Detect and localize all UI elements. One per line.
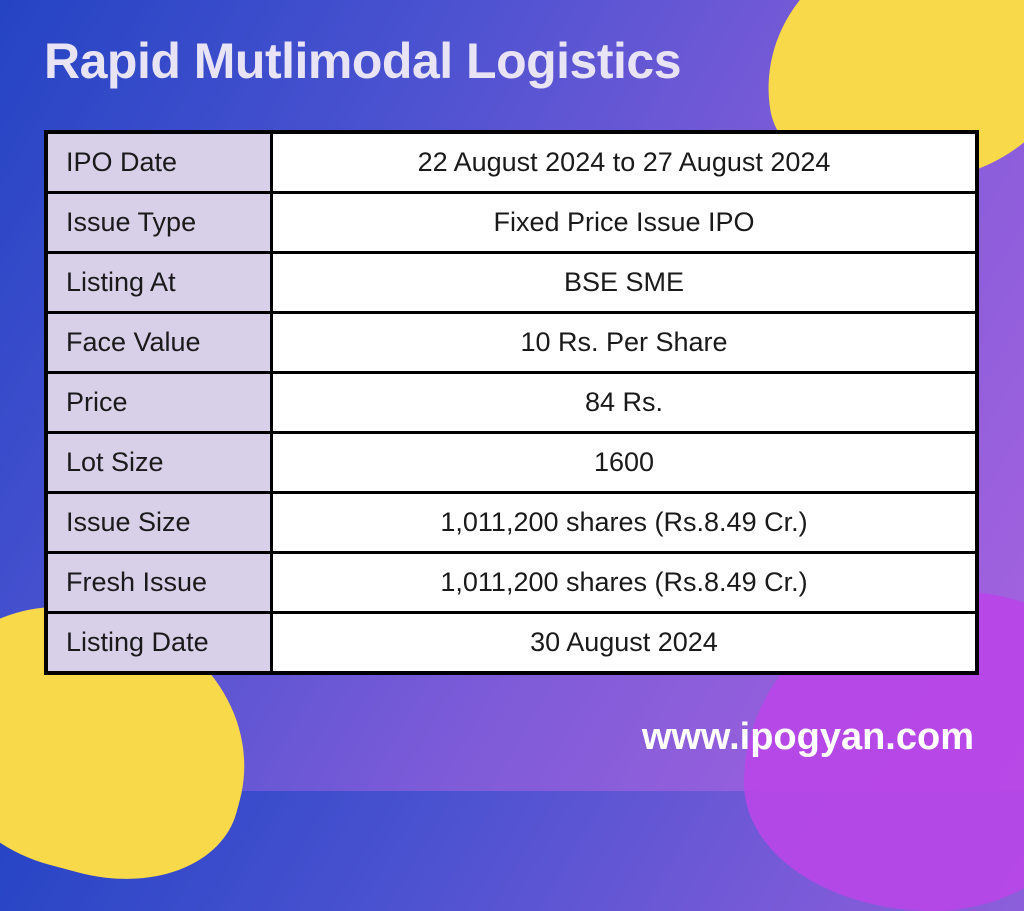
page-title: Rapid Mutlimodal Logistics — [44, 32, 681, 90]
table-row: Issue Size 1,011,200 shares (Rs.8.49 Cr.… — [48, 494, 975, 554]
table-row: Lot Size 1600 — [48, 434, 975, 494]
row-label: Listing At — [48, 254, 273, 311]
row-value: Fixed Price Issue IPO — [273, 194, 975, 251]
table-row: Face Value 10 Rs. Per Share — [48, 314, 975, 374]
row-label: Listing Date — [48, 614, 273, 671]
row-value: 1600 — [273, 434, 975, 491]
table-row: Fresh Issue 1,011,200 shares (Rs.8.49 Cr… — [48, 554, 975, 614]
table-row: IPO Date 22 August 2024 to 27 August 202… — [48, 134, 975, 194]
row-label: Issue Type — [48, 194, 273, 251]
row-value: 10 Rs. Per Share — [273, 314, 975, 371]
row-label: Price — [48, 374, 273, 431]
row-value: 1,011,200 shares (Rs.8.49 Cr.) — [273, 554, 975, 611]
ipo-details-table: IPO Date 22 August 2024 to 27 August 202… — [44, 130, 979, 675]
table-row: Listing At BSE SME — [48, 254, 975, 314]
row-value: BSE SME — [273, 254, 975, 311]
row-value: 84 Rs. — [273, 374, 975, 431]
row-label: Issue Size — [48, 494, 273, 551]
row-value: 1,011,200 shares (Rs.8.49 Cr.) — [273, 494, 975, 551]
row-label: Fresh Issue — [48, 554, 273, 611]
row-value: 22 August 2024 to 27 August 2024 — [273, 134, 975, 191]
table-row: Price 84 Rs. — [48, 374, 975, 434]
table-row: Issue Type Fixed Price Issue IPO — [48, 194, 975, 254]
table-row: Listing Date 30 August 2024 — [48, 614, 975, 671]
row-label: IPO Date — [48, 134, 273, 191]
row-label: Lot Size — [48, 434, 273, 491]
row-value: 30 August 2024 — [273, 614, 975, 671]
row-label: Face Value — [48, 314, 273, 371]
footer-url: www.ipogyan.com — [642, 716, 974, 759]
